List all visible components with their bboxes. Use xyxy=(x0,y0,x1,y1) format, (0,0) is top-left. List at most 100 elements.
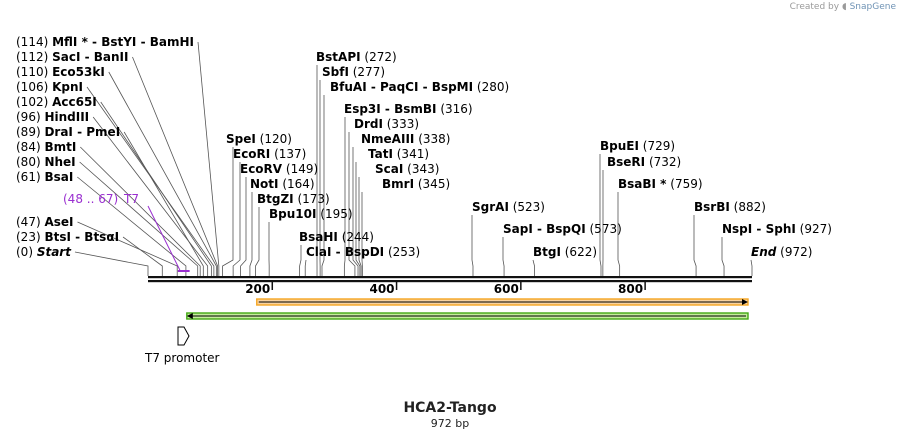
site-leader-line xyxy=(693,215,697,276)
site-position: (343) xyxy=(403,162,439,176)
enzyme-name: MflI * xyxy=(52,35,88,49)
site-label-nhei[interactable]: (80) NheI xyxy=(16,155,76,169)
enzyme-name: SacI xyxy=(52,50,80,64)
site-label-asei[interactable]: (47) AseI xyxy=(16,215,74,229)
site-position: (882) xyxy=(730,200,766,214)
site-label-esp3i[interactable]: Esp3I - BsmBI (316) xyxy=(344,102,473,116)
orf-reverse-arrow[interactable] xyxy=(186,312,749,320)
site-label-btgi[interactable]: BtgI (622) xyxy=(533,245,597,259)
site-leader-line xyxy=(80,146,201,276)
site-leader-line xyxy=(79,161,199,276)
site-label-start[interactable]: (0) Start xyxy=(16,245,72,259)
enzyme-name: BspMI xyxy=(432,80,473,94)
site-leader-line xyxy=(617,192,621,276)
ruler-tick-label: 400 xyxy=(369,282,394,296)
site-label-sgrai[interactable]: SgrAI (523) xyxy=(472,200,545,214)
site-leader-line xyxy=(304,259,307,276)
name-separator: - xyxy=(71,230,84,244)
site-label-end[interactable]: End (972) xyxy=(751,245,812,259)
site-label-clai[interactable]: ClaI - BspDI (253) xyxy=(306,245,420,259)
site-leader-line xyxy=(599,154,602,276)
enzyme-name: AseI xyxy=(44,215,73,229)
site-label-bsahi[interactable]: BsaHI (244) xyxy=(299,230,374,244)
site-label-acc65i[interactable]: (102) Acc65I xyxy=(16,95,97,109)
site-position: (137) xyxy=(270,147,306,161)
site-label-bpu10i[interactable]: Bpu10I (195) xyxy=(269,207,353,221)
site-label-bsabi[interactable]: BsaBI * (759) xyxy=(618,177,703,191)
site-leader-line xyxy=(750,259,753,276)
site-label-spei[interactable]: SpeI (120) xyxy=(226,132,292,146)
site-leader-line xyxy=(299,245,302,276)
site-label-drai[interactable]: (89) DraI - PmeI xyxy=(16,125,120,139)
enzyme-name: PaqCI xyxy=(380,80,418,94)
credit-brand: SnapGene xyxy=(849,2,896,12)
site-label-bmri[interactable]: BmrI (345) xyxy=(382,177,450,191)
t7-promoter-label: T7 promoter xyxy=(144,351,220,365)
enzyme-name: BsaI xyxy=(44,170,73,184)
site-label-scai[interactable]: ScaI (343) xyxy=(375,162,439,176)
site-position: (61) xyxy=(16,170,44,184)
site-position: (341) xyxy=(393,147,429,161)
site-label-drdi[interactable]: DrdI (333) xyxy=(354,117,419,131)
site-position: (23) xyxy=(16,230,44,244)
site-label-bstapi[interactable]: BstAPI (272) xyxy=(316,50,397,64)
site-label-nmeaiii[interactable]: NmeAIII (338) xyxy=(361,132,450,146)
site-leader-line xyxy=(92,116,209,276)
site-position: (110) xyxy=(16,65,52,79)
site-leader-line xyxy=(86,86,215,276)
site-position: (253) xyxy=(384,245,420,259)
site-label-btgzi[interactable]: BtgZI (173) xyxy=(257,192,330,206)
site-label-bpuei[interactable]: BpuEI (729) xyxy=(600,139,675,153)
name-separator: - xyxy=(418,80,431,94)
site-position: (622) xyxy=(561,245,597,259)
sequence-backbone-bottom xyxy=(148,280,752,283)
name-separator: - xyxy=(533,222,546,236)
site-label-btsi[interactable]: (23) BtsI - BtsαI xyxy=(16,230,119,244)
site-leader-lines xyxy=(74,41,753,276)
site-label-eco53ki[interactable]: (110) Eco53kI xyxy=(16,65,105,79)
promoter-arrow-icon[interactable] xyxy=(177,326,190,346)
site-labels: (114) MflI * - BstYI - BamHI(112) SacI -… xyxy=(16,35,832,259)
t7-leader-line xyxy=(147,205,181,271)
enzyme-name: BsmBI xyxy=(394,102,436,116)
site-position: (759) xyxy=(666,177,702,191)
site-label-bfuai[interactable]: BfuAI - PaqCI - BspMI (280) xyxy=(330,80,509,94)
site-position: (523) xyxy=(509,200,545,214)
site-label-hindiii[interactable]: (96) HindIII xyxy=(16,110,89,124)
site-label-kpni[interactable]: (106) KpnI xyxy=(16,80,83,94)
enzyme-name: BmtI xyxy=(44,140,76,154)
enzyme-name: EcoRV xyxy=(240,162,283,176)
site-position: (195) xyxy=(316,207,352,221)
site-label-sapi[interactable]: SapI - BspQI (573) xyxy=(503,222,622,236)
site-position: (173) xyxy=(294,192,330,206)
site-position: (114) xyxy=(16,35,52,49)
site-label-bsai[interactable]: (61) BsaI xyxy=(16,170,73,184)
site-position: (106) xyxy=(16,80,52,94)
name-separator: - xyxy=(136,35,149,49)
enzyme-name: BspQI xyxy=(546,222,586,236)
site-label-bsrbi[interactable]: BsrBI (882) xyxy=(694,200,766,214)
site-label-nspi[interactable]: NspI - SphI (927) xyxy=(722,222,832,236)
site-label-sbfi[interactable]: SbfI (277) xyxy=(322,65,385,79)
site-position: (972) xyxy=(776,245,812,259)
site-label-noti[interactable]: NotI (164) xyxy=(250,177,315,191)
site-label-tati[interactable]: TatI (341) xyxy=(368,147,429,161)
site-label-saci[interactable]: (112) SacI - BanII xyxy=(16,50,128,64)
site-label-bmti[interactable]: (84) BmtI xyxy=(16,140,76,154)
enzyme-name: End xyxy=(751,245,777,259)
orf-reverse-head xyxy=(186,313,193,319)
ruler-ticks: 200 400 600 800 xyxy=(245,282,646,296)
site-label-mfli[interactable]: (114) MflI * - BstYI - BamHI xyxy=(16,35,194,49)
enzyme-name: NspI xyxy=(722,222,752,236)
name-separator: - xyxy=(80,50,93,64)
site-label-ecorv[interactable]: EcoRV (149) xyxy=(240,162,318,176)
site-leader-line xyxy=(100,101,212,276)
construct-name: HCA2-Tango xyxy=(403,400,497,416)
site-leader-line xyxy=(343,117,346,276)
enzyme-name: Acc65I xyxy=(52,95,97,109)
site-label-bseri[interactable]: BseRI (732) xyxy=(607,155,681,169)
orf-forward-arrow[interactable] xyxy=(256,298,749,306)
site-leader-line xyxy=(471,215,474,276)
site-label-ecori[interactable]: EcoRI (137) xyxy=(233,147,306,161)
